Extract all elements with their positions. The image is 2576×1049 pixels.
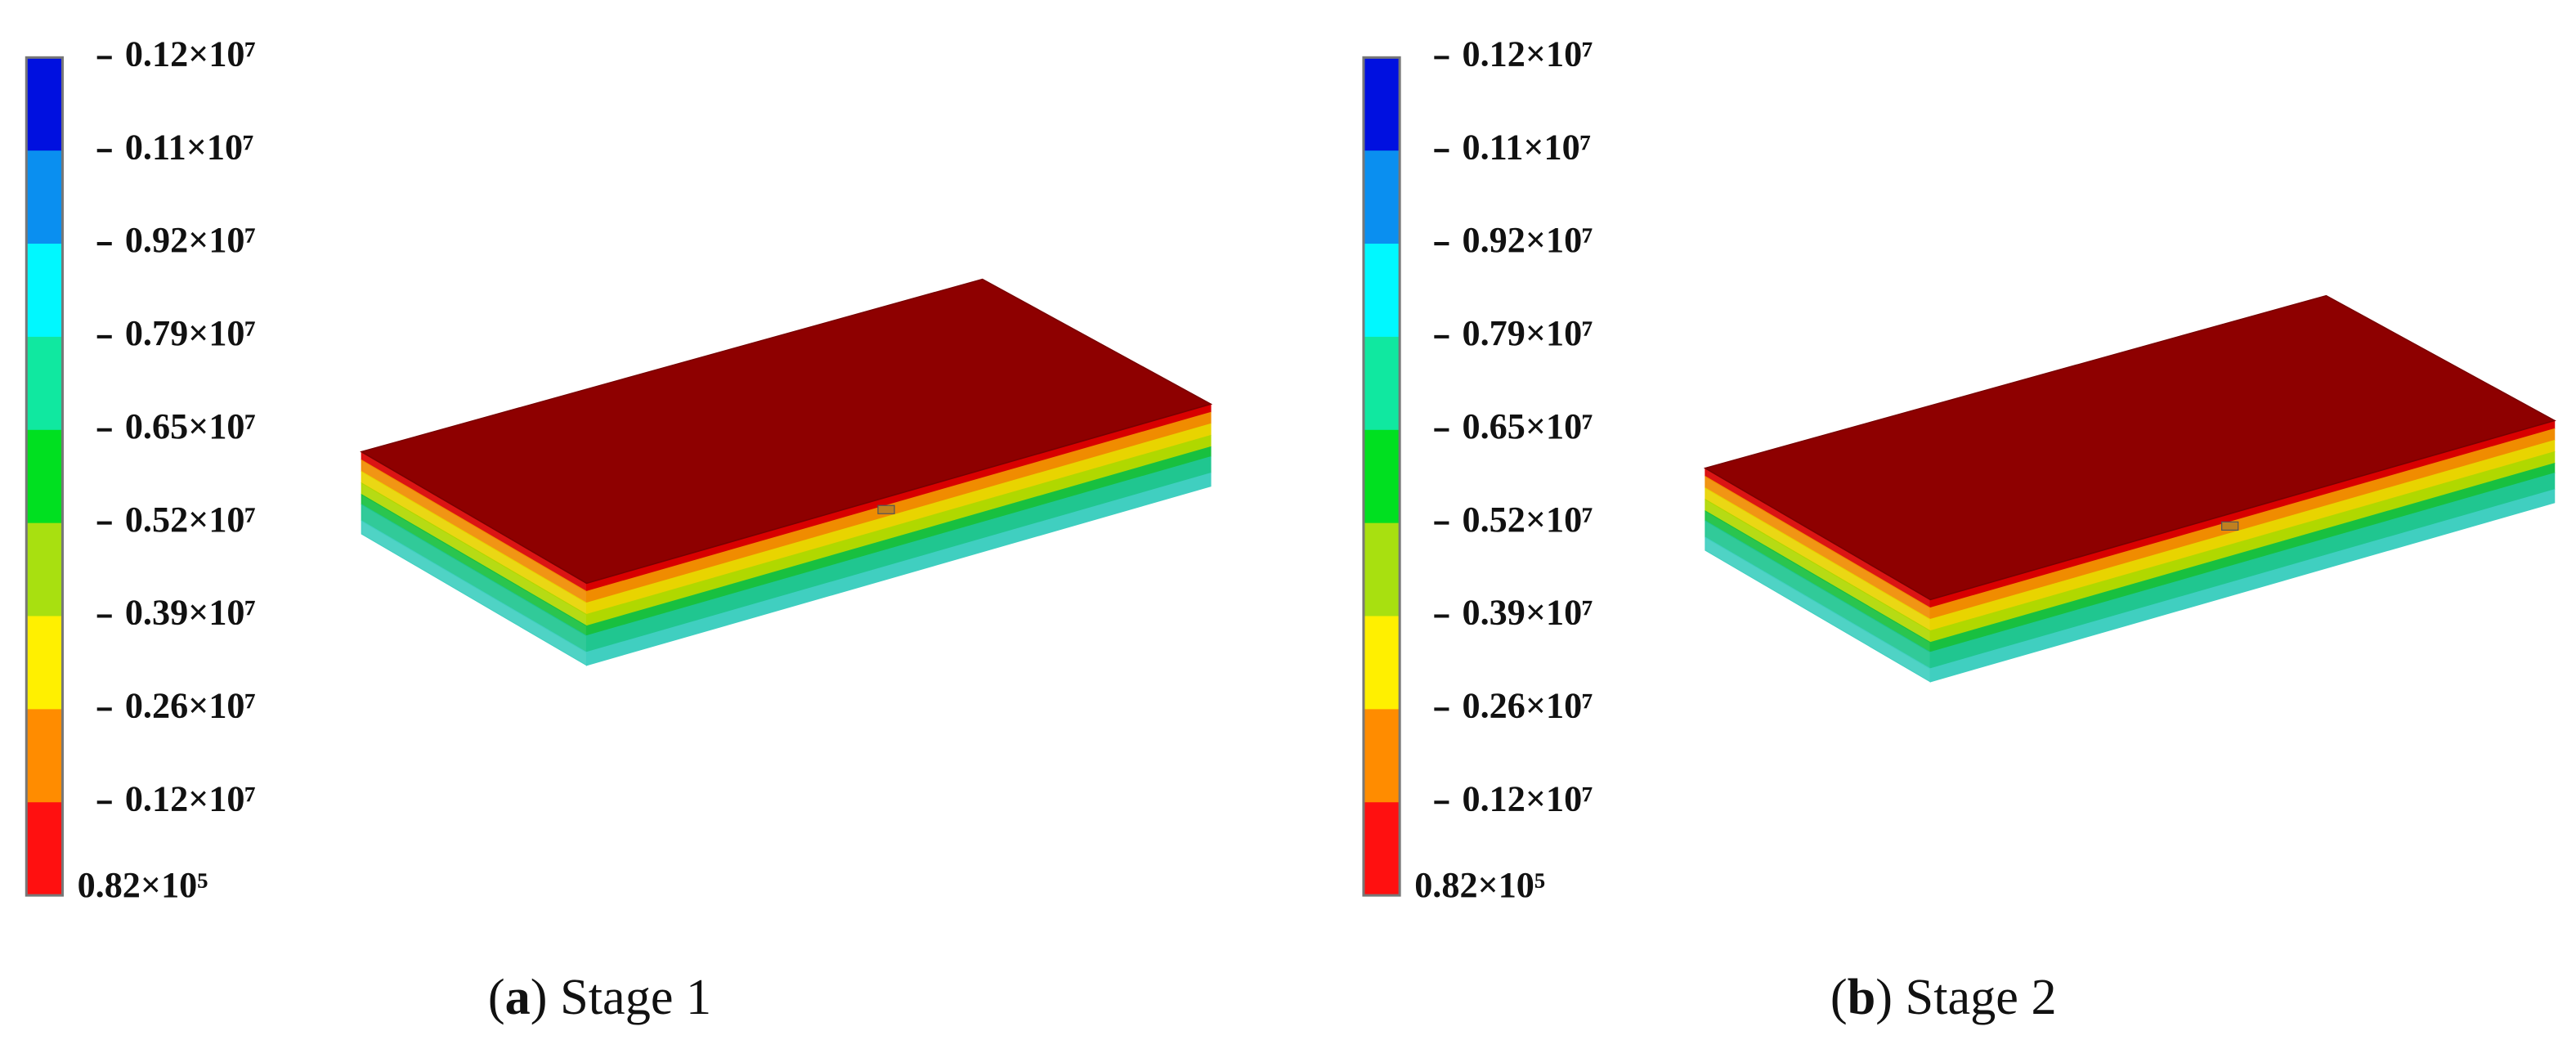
legend-label: 0.79×10⁷	[1462, 313, 1593, 353]
legend-swatch	[1363, 709, 1400, 804]
legend-swatch	[1363, 336, 1400, 431]
legend-swatch	[1363, 522, 1400, 617]
legend-swatch	[26, 709, 63, 804]
caption-text: ) Stage 1	[531, 969, 711, 1025]
legend-swatch	[26, 802, 63, 897]
legend-swatch	[26, 336, 63, 431]
caption-text: ) Stage 2	[1875, 969, 2056, 1025]
legend-swatch	[1363, 802, 1400, 897]
legend-label: 0.39×10⁷	[1462, 593, 1593, 633]
legend-swatch	[1363, 150, 1400, 245]
legend-label: 0.65×10⁷	[1462, 406, 1593, 446]
legend-label: 0.82×10⁵	[1414, 865, 1545, 905]
legend-label: 0.11×10⁷	[1462, 127, 1591, 167]
legend-swatch	[26, 150, 63, 245]
legend-label: 0.52×10⁷	[125, 500, 256, 540]
legend-swatch	[1363, 244, 1400, 338]
slab-feature	[2221, 521, 2239, 531]
legend-label: 0.26×10⁷	[125, 686, 256, 726]
slab-feature	[877, 504, 895, 514]
legend-label: 0.92×10⁷	[125, 220, 256, 260]
legend-frame	[25, 56, 64, 897]
legend-swatch	[26, 57, 63, 152]
slab-top	[1703, 294, 2556, 601]
legend-swatch	[26, 244, 63, 338]
caption-label: a	[505, 969, 531, 1025]
legend-frame	[1362, 56, 1401, 897]
legend-swatch	[26, 522, 63, 617]
legend-swatch	[1363, 429, 1400, 524]
legend-label: 0.12×10⁷	[125, 34, 256, 74]
legend-swatch	[1363, 57, 1400, 152]
legend-label: 0.92×10⁷	[1462, 220, 1593, 260]
caption-prefix: (	[488, 969, 505, 1025]
legend-label: 0.65×10⁷	[125, 406, 256, 446]
caption: (b) Stage 2	[1830, 969, 2057, 1025]
legend-swatch	[1363, 616, 1400, 711]
legend-label: 0.12×10⁷	[125, 778, 256, 818]
caption-label: b	[1848, 969, 1876, 1025]
legend-swatch	[26, 429, 63, 524]
legend-label: 0.12×10⁷	[1462, 34, 1593, 74]
legend-label: 0.52×10⁷	[1462, 500, 1593, 540]
legend-label: 0.26×10⁷	[1462, 686, 1593, 726]
legend-swatch	[26, 616, 63, 711]
legend-label: 0.11×10⁷	[125, 127, 254, 167]
legend-label: 0.12×10⁷	[1462, 778, 1593, 818]
legend-label: 0.79×10⁷	[125, 313, 256, 353]
caption: (a) Stage 1	[488, 969, 711, 1025]
legend-label: 0.39×10⁷	[125, 593, 256, 633]
legend-label: 0.82×10⁵	[78, 865, 208, 905]
slab-layer-side	[1929, 489, 2556, 683]
slab-top	[360, 278, 1213, 585]
caption-prefix: (	[1830, 969, 1848, 1025]
slab-layer-side	[585, 473, 1212, 666]
